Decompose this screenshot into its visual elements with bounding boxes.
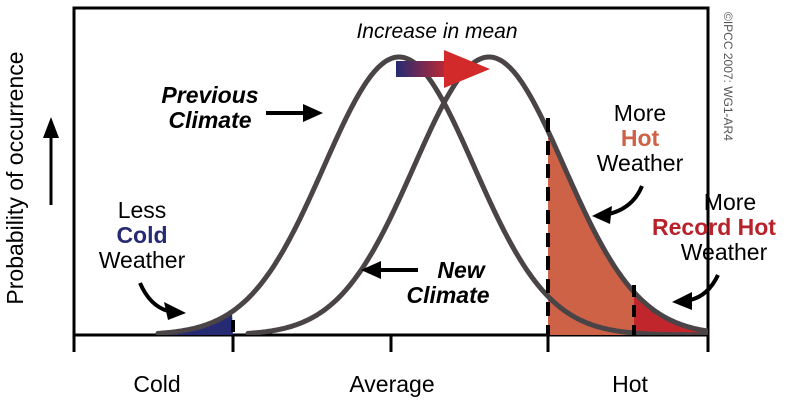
- copyright-text: ©IPCC 2007: WG1-AR4: [721, 12, 735, 141]
- x-axis-ticks: [72, 335, 710, 352]
- less-cold-label-line3: Weather: [99, 247, 186, 273]
- previous-climate-label-line2: Climate: [168, 107, 251, 133]
- new-climate-arrow-icon: [361, 261, 418, 279]
- less-cold-shaded-area: [158, 311, 233, 335]
- record-hot-label-line1: More: [704, 189, 756, 215]
- previous-climate-arrow-icon: [266, 104, 323, 122]
- less-cold-label-cold: Cold: [116, 222, 167, 248]
- y-axis-up-arrow-icon: [43, 117, 59, 205]
- mean-shift-arrow-icon: [396, 50, 490, 88]
- record-hot-arrow-icon: [672, 274, 720, 310]
- new-climate-label-line1: New: [437, 257, 486, 283]
- more-hot-arrow-icon: [592, 185, 644, 224]
- previous-climate-curve: [155, 54, 708, 335]
- y-axis-label: Probability of occurrence: [2, 51, 28, 304]
- more-hot-label-hot: Hot: [621, 125, 660, 151]
- more-hot-label-line1: More: [614, 100, 666, 126]
- less-cold-arrow-icon: [138, 282, 186, 320]
- less-cold-label-line1: Less: [118, 197, 167, 223]
- x-tick-hot: Hot: [612, 371, 648, 397]
- record-hot-label-record: Record Hot: [652, 214, 776, 240]
- x-tick-average: Average: [349, 371, 434, 397]
- previous-climate-label-line1: Previous: [161, 82, 258, 108]
- record-hot-label-line3: Weather: [681, 239, 768, 265]
- more-hot-label-line3: Weather: [597, 150, 684, 176]
- new-climate-label-line2: Climate: [406, 282, 489, 308]
- record-hot-shaded-area: [634, 292, 708, 335]
- x-tick-cold: Cold: [133, 371, 180, 397]
- increase-in-mean-label: Increase in mean: [356, 20, 517, 43]
